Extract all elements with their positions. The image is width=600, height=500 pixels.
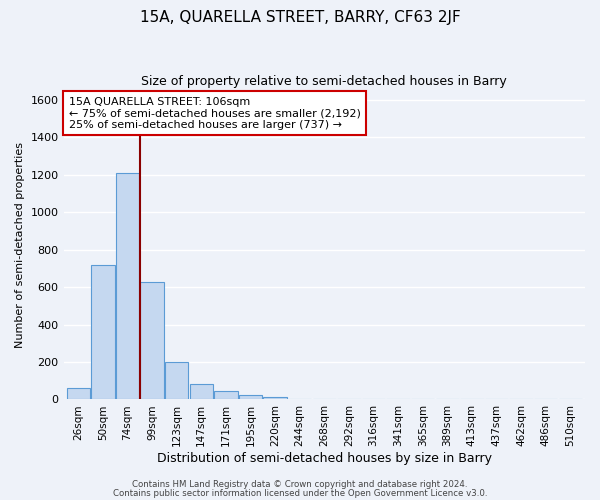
Text: Contains public sector information licensed under the Open Government Licence v3: Contains public sector information licen… xyxy=(113,488,487,498)
Bar xyxy=(165,362,188,400)
Bar xyxy=(140,282,164,400)
Bar xyxy=(263,396,287,400)
Y-axis label: Number of semi-detached properties: Number of semi-detached properties xyxy=(15,142,25,348)
Bar xyxy=(239,395,262,400)
Bar xyxy=(214,391,238,400)
Text: Contains HM Land Registry data © Crown copyright and database right 2024.: Contains HM Land Registry data © Crown c… xyxy=(132,480,468,489)
Text: 15A QUARELLA STREET: 106sqm
← 75% of semi-detached houses are smaller (2,192)
25: 15A QUARELLA STREET: 106sqm ← 75% of sem… xyxy=(69,96,361,130)
X-axis label: Distribution of semi-detached houses by size in Barry: Distribution of semi-detached houses by … xyxy=(157,452,492,465)
Bar xyxy=(116,173,139,400)
Bar xyxy=(91,264,115,400)
Title: Size of property relative to semi-detached houses in Barry: Size of property relative to semi-detach… xyxy=(142,75,507,88)
Text: 15A, QUARELLA STREET, BARRY, CF63 2JF: 15A, QUARELLA STREET, BARRY, CF63 2JF xyxy=(140,10,460,25)
Bar xyxy=(190,384,213,400)
Bar xyxy=(67,388,90,400)
